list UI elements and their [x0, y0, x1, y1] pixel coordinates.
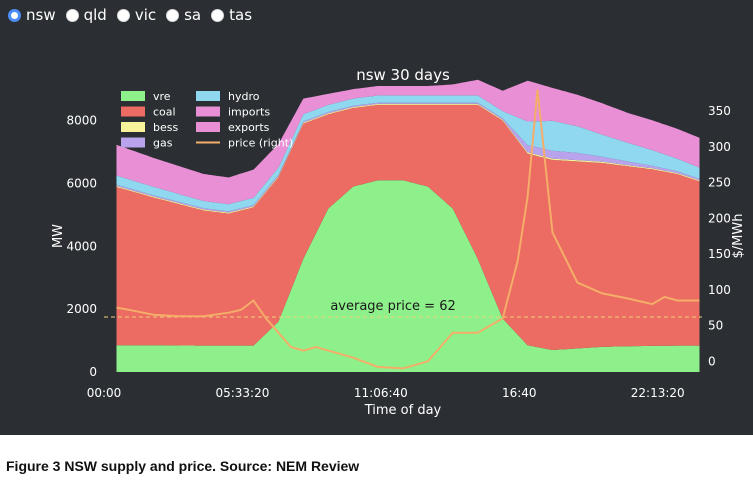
- radio-circle-icon[interactable]: [116, 8, 130, 22]
- legend-swatch-vre: [121, 91, 145, 101]
- legend-swatch-imports: [196, 106, 220, 117]
- region-radio-label: sa: [184, 6, 202, 24]
- x-tick-label: 05:33:20: [215, 386, 269, 400]
- legend-label: vre: [153, 90, 171, 103]
- radio-circle-icon[interactable]: [211, 8, 225, 22]
- legend-label: imports: [228, 106, 270, 119]
- y-tick-label: 8000: [66, 114, 97, 128]
- y2-tick-label: 150: [708, 247, 731, 261]
- area-gas: [116, 102, 700, 213]
- legend-label: coal: [153, 106, 176, 119]
- area-imports: [116, 79, 700, 205]
- y-tick-label: 2000: [66, 302, 97, 316]
- chart-panel: nsw qld vic sa tas average price = 62 nsw 30 …: [0, 0, 753, 435]
- region-radio-nsw[interactable]: nsw: [8, 6, 56, 24]
- legend-swatch-coal: [121, 106, 145, 117]
- region-radio-vic[interactable]: vic: [116, 6, 157, 24]
- legend-label: exports: [228, 121, 270, 134]
- area-coal: [116, 104, 700, 351]
- y-tick-label: 6000: [66, 176, 97, 190]
- y-axis-label: MW: [51, 224, 66, 248]
- y2-tick-label: 300: [708, 140, 731, 154]
- region-radio-sa[interactable]: sa: [166, 6, 201, 24]
- y2-tick-label: 0: [708, 354, 716, 368]
- region-radio-label: vic: [134, 6, 157, 24]
- figure-caption: Figure 3 NSW supply and price. Source: N…: [6, 458, 360, 474]
- x-tick-label: 00:00: [87, 386, 122, 400]
- legend-label: bess: [153, 121, 178, 134]
- area-bess: [116, 103, 700, 214]
- y2-tick-label: 100: [708, 283, 731, 297]
- radio-circle-icon[interactable]: [166, 8, 180, 22]
- region-selector: nsw qld vic sa tas: [8, 4, 252, 26]
- y2-axis-label: $/MWh: [731, 214, 746, 259]
- legend-label: hydro: [228, 90, 260, 103]
- region-radio-label: qld: [83, 6, 107, 24]
- region-radio-label: nsw: [26, 6, 56, 24]
- region-radio-label: tas: [229, 6, 253, 24]
- region-radio-tas[interactable]: tas: [211, 6, 252, 24]
- y2-tick-label: 350: [708, 104, 731, 118]
- legend-swatch-gas: [121, 137, 145, 148]
- y-tick-label: 0: [89, 365, 97, 379]
- area-vre: [116, 180, 700, 372]
- average-price-annotation: average price = 62: [330, 299, 455, 314]
- y2-tick-label: 50: [708, 319, 723, 333]
- region-radio-qld[interactable]: qld: [65, 6, 107, 24]
- price-line: [116, 89, 700, 370]
- radio-circle-icon[interactable]: [8, 8, 21, 22]
- legend-swatch-hydro: [196, 91, 220, 101]
- legend-label: price (right): [228, 137, 293, 150]
- legend-swatch-exports: [196, 122, 220, 132]
- legend-label: gas: [153, 137, 173, 150]
- y2-tick-label: 250: [708, 176, 731, 190]
- x-tick-label: 22:13:20: [631, 386, 685, 400]
- area-hydro: [116, 95, 700, 212]
- chart-title: nsw 30 days: [356, 66, 450, 84]
- x-axis-label: Time of day: [364, 403, 442, 418]
- legend-swatch-bess: [121, 122, 145, 132]
- radio-circle-icon[interactable]: [65, 8, 79, 22]
- y2-tick-label: 200: [708, 211, 731, 225]
- x-tick-label: 11:06:40: [354, 386, 408, 400]
- x-tick-label: 16:40: [502, 386, 537, 400]
- y-tick-label: 4000: [66, 239, 97, 253]
